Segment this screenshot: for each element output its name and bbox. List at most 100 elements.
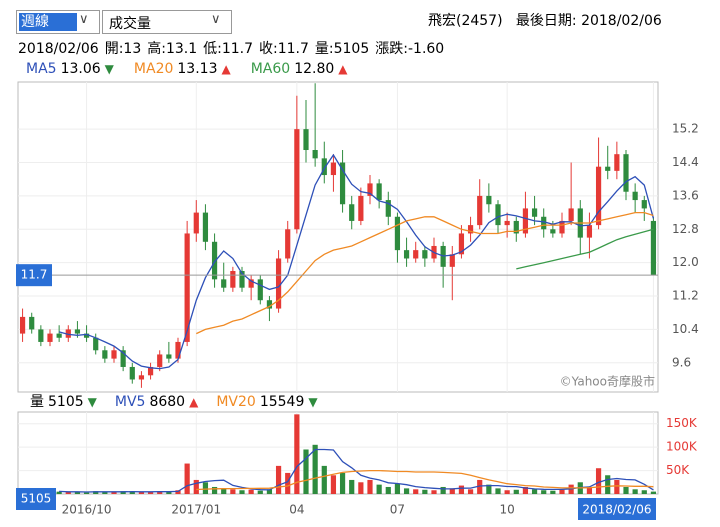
volume-bar [650, 491, 657, 494]
candle-body [65, 329, 71, 338]
x-tick-label: 04 [289, 503, 304, 517]
volume-bar [513, 489, 519, 494]
volume-bar [367, 479, 373, 494]
y-tick-label: 12.0 [672, 255, 699, 269]
y-tick-label: 150K [666, 416, 698, 430]
volume-bar [595, 468, 602, 494]
legend-trend: ▼ [87, 395, 97, 409]
legend-name: MA20 [133, 61, 174, 77]
candle-body [147, 366, 154, 376]
candle-body [285, 229, 291, 259]
volume-bar [349, 479, 355, 494]
candle-body [29, 316, 35, 330]
candle-body [559, 220, 565, 234]
volume-bar [230, 489, 236, 494]
candle-body [550, 229, 556, 234]
candle-body [632, 191, 638, 201]
candle-body [138, 375, 145, 380]
candle-body [349, 204, 355, 221]
indicator-select[interactable]: 成交量 ∨ [102, 10, 232, 34]
volume-bar [266, 489, 273, 494]
candle-body [56, 333, 62, 338]
legend-name: MV20 [216, 394, 256, 410]
volume-bar [111, 492, 117, 494]
period-select[interactable]: 週線 ∨ [16, 10, 100, 34]
candle-body [467, 225, 474, 234]
volume-bar [83, 492, 90, 494]
candle-body [458, 233, 465, 255]
candle-body [339, 162, 346, 205]
candle-body [614, 154, 620, 171]
candle-body [403, 250, 410, 259]
x-tick-label: 10 [500, 503, 515, 517]
legend-value: 13.06 [60, 61, 101, 77]
volume-bar [65, 492, 71, 494]
volume-bar [358, 482, 364, 494]
legend-value: 5105 [48, 394, 84, 410]
candle-body [541, 216, 547, 230]
candle-body [239, 271, 245, 288]
y-tick-label: 14.4 [672, 155, 699, 169]
volume-bar [403, 488, 410, 494]
candle-body [495, 204, 501, 226]
candle-body [221, 279, 227, 288]
volume-bar [184, 463, 190, 494]
volume-bar [632, 489, 638, 494]
x-tick-label: 2017/01 [171, 503, 221, 517]
volume-bar [394, 483, 401, 494]
volume-bar [486, 484, 492, 494]
volume-bar [74, 491, 81, 494]
y-tick-label: 13.6 [672, 188, 699, 202]
quote-item: 低:11.7 [203, 41, 254, 57]
y-tick-label: 11.2 [672, 289, 699, 303]
volume-bar [56, 491, 62, 494]
header: 飛宏(2457) 最後日期: 2018/02/06 [428, 10, 662, 30]
current-date-box [578, 498, 656, 520]
candle-body [586, 225, 593, 238]
candle-body [385, 200, 391, 217]
legend-trend: ▲ [338, 62, 348, 76]
candle-body [531, 208, 538, 217]
volume-bar [321, 465, 327, 494]
volume-bar [531, 489, 538, 494]
volume-bar [458, 485, 465, 494]
ma-legend: MA5 13.06 ▼ MA20 13.13 ▲ MA60 12.80 ▲ [26, 61, 368, 77]
candle-body [111, 350, 117, 359]
legend-value: 8680 [149, 394, 186, 410]
period-value: 週線 [19, 13, 77, 31]
candle-body [19, 316, 26, 334]
candle-body [376, 183, 382, 201]
x-tick-label: 07 [390, 503, 405, 517]
candle-body [477, 195, 483, 226]
current-volume-box [16, 488, 56, 510]
volume-bar [129, 491, 135, 494]
volume-bar [211, 486, 218, 494]
candle-body [513, 220, 519, 234]
quote-item: 開:13 [104, 41, 142, 57]
y-tick-label: 12.8 [672, 222, 699, 236]
candle-body [595, 166, 602, 226]
volume-bar [422, 489, 428, 494]
volume-bar [440, 486, 446, 494]
candle-body [422, 250, 428, 259]
candle-body [504, 220, 510, 226]
legend-trend: ▼ [104, 62, 114, 76]
quote-item: 漲跌:-1.60 [375, 41, 445, 57]
ma-line [58, 153, 655, 370]
ma-line [196, 211, 654, 335]
candle-body [38, 329, 44, 342]
candle-body [166, 354, 172, 359]
quote-line: 2018/02/06 開:13 高:13.1 低:11.7 收:11.7 量:5105 漲跌… [18, 38, 450, 58]
candle-body [202, 212, 209, 242]
candle-body [367, 183, 373, 196]
volume-frame [17, 411, 659, 495]
legend-trend: ▲ [221, 62, 231, 76]
legend-value: 12.80 [294, 61, 335, 77]
volume-bar [147, 491, 154, 494]
y-tick-label: 15.2 [672, 122, 699, 136]
candle-body [102, 350, 108, 359]
stock-name: 飛宏(2457) [428, 13, 503, 29]
candle-body [211, 241, 218, 280]
candle-body [522, 208, 529, 234]
